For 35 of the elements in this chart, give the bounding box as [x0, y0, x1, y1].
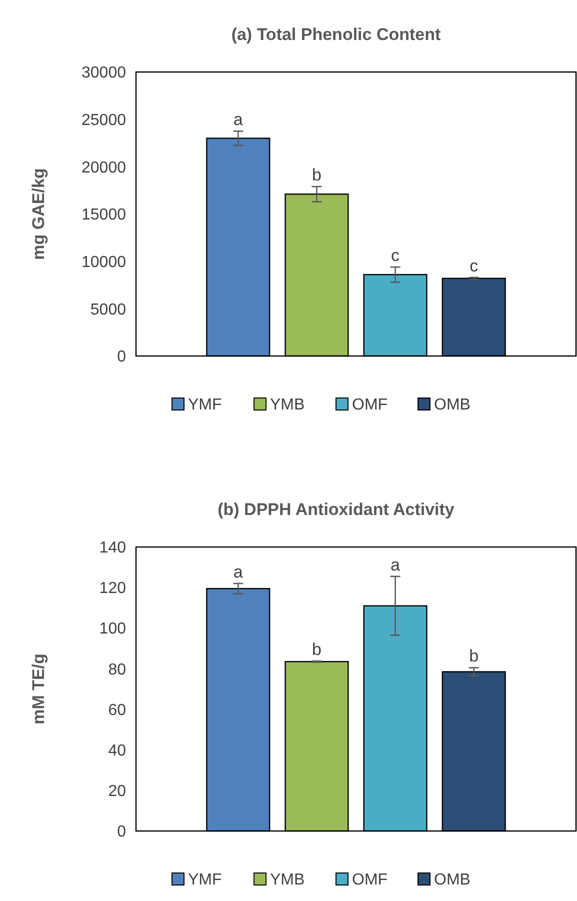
y-tick-label: 10000	[82, 254, 126, 271]
annotation: a	[233, 562, 244, 582]
y-tick-label: 20	[108, 783, 126, 800]
annotation: b	[312, 166, 322, 185]
y-tick-label: 5000	[90, 301, 126, 318]
y-tick-label: 80	[108, 661, 126, 678]
legend-label: OMF	[352, 396, 388, 414]
y-tick-label: 100	[99, 620, 126, 638]
y-tick-label: 15000	[82, 206, 126, 224]
y-tick-label: 140	[99, 540, 126, 557]
y-tick-label: 40	[108, 742, 126, 760]
y-tick-label: 25000	[82, 112, 126, 129]
y-tick-label: 20000	[82, 159, 126, 176]
legend-label: YMB	[270, 396, 305, 414]
annotation: b	[312, 640, 322, 660]
legend-label: YMF	[188, 396, 222, 414]
chart-title: (a) Total Phenolic Content	[231, 25, 442, 44]
legend-label: YMB	[270, 872, 305, 889]
legend-label: OMB	[434, 872, 470, 889]
annotation: a	[233, 110, 244, 130]
y-tick-label: 120	[99, 580, 126, 598]
annotation: c	[391, 246, 400, 266]
y-axis-title: mM TE/g	[29, 654, 48, 724]
legend-label: OMF	[352, 872, 388, 889]
y-tick-label: 0	[117, 348, 126, 366]
annotation: b	[469, 646, 479, 666]
annotation: c	[470, 256, 479, 276]
legend-label: OMB	[434, 396, 470, 414]
legend-label: YMF	[188, 872, 222, 889]
annotation: a	[390, 555, 401, 574]
y-tick-label: 30000	[82, 64, 126, 82]
y-tick-label: 60	[108, 702, 126, 719]
chart-title: (b) DPPH Antioxidant Activity	[218, 500, 455, 519]
y-axis-title: mg GAE/kg	[29, 168, 48, 260]
y-tick-label: 0	[117, 824, 126, 841]
